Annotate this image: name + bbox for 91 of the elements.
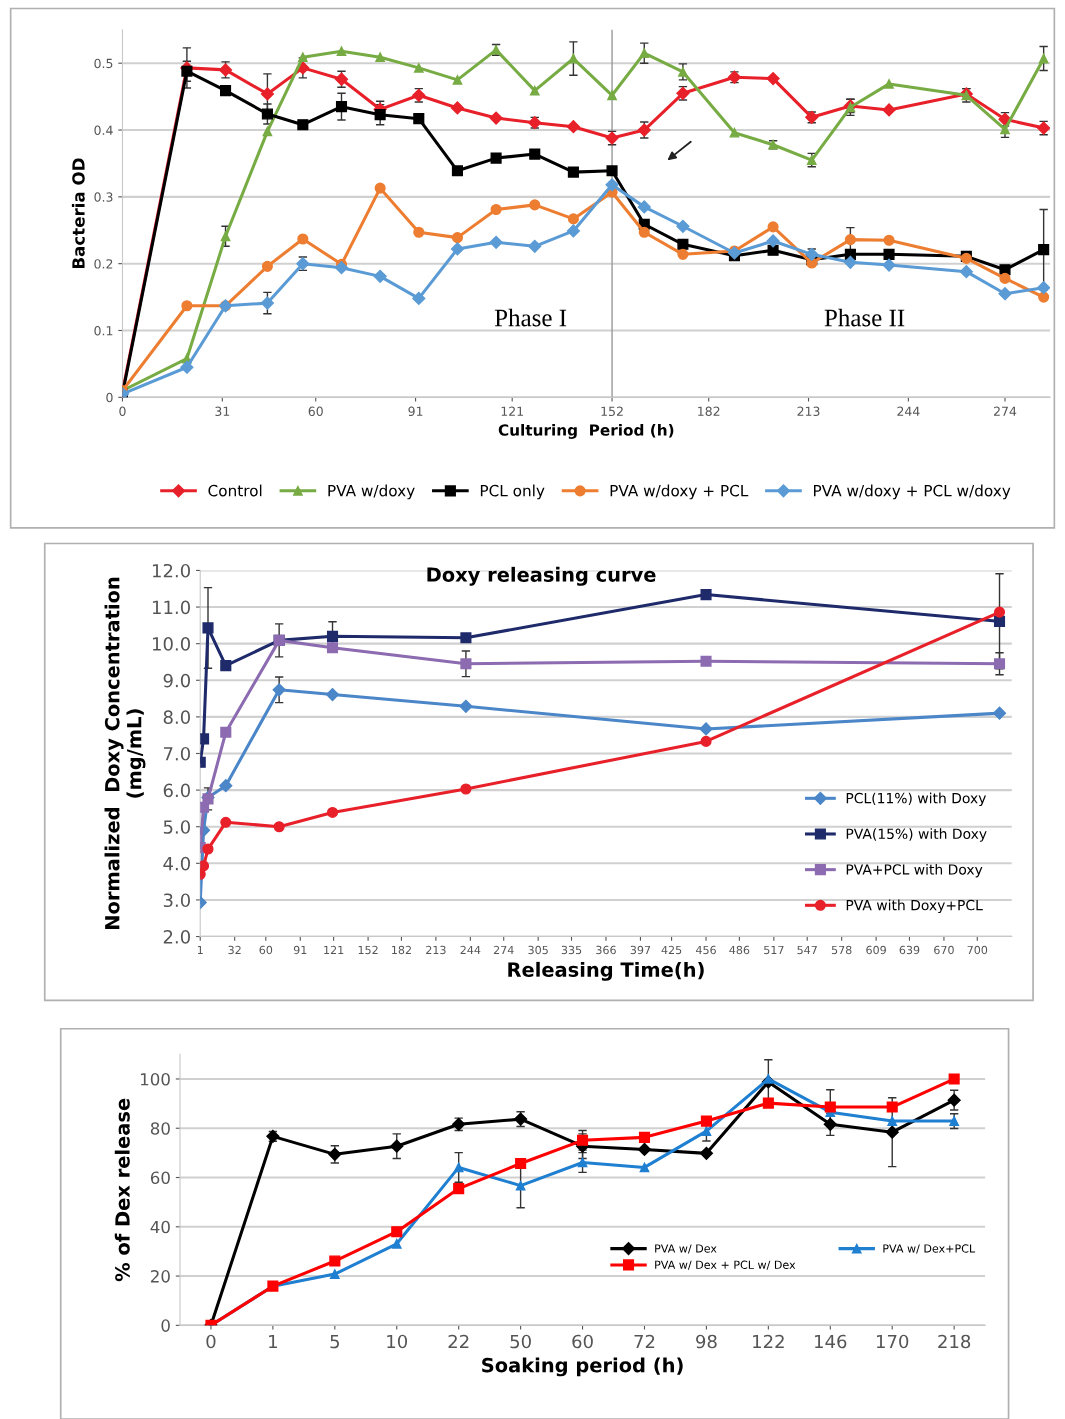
x-tick-label: 547 (797, 945, 817, 955)
y-tick-label: 80 (150, 1122, 170, 1135)
y-tick-label: 0.2 (94, 259, 113, 269)
x-tick-label: 121 (324, 945, 344, 955)
x-tick-label: 670 (934, 945, 954, 955)
x-tick-label: 32 (228, 945, 241, 955)
x-tick-label: 91 (408, 406, 423, 417)
x-tick-label: 244 (897, 406, 920, 416)
legend-label: PVA w/ Dex+PCL (883, 1244, 976, 1254)
x-tick-label: 700 (967, 945, 988, 955)
x-tick-label: 31 (215, 406, 230, 417)
x-tick-label: 213 (426, 945, 446, 955)
y-tick-label: 60 (150, 1171, 170, 1185)
y-tick-label: 10.0 (152, 637, 190, 651)
y-tick-label: 9.0 (163, 673, 190, 688)
x-tick-label: 72 (634, 1334, 655, 1349)
x-tick-label: 121 (501, 406, 523, 416)
x-tick-label: 486 (729, 945, 750, 955)
x-tick-label: 274 (993, 406, 1017, 416)
y-tick-label: 0 (161, 1319, 170, 1332)
x-tick-label: 152 (601, 406, 623, 417)
y-axis-title: Bacteria OD (71, 158, 85, 269)
x-tick-label: 425 (661, 945, 682, 955)
x-tick-label: 1 (269, 1334, 277, 1349)
legend-label: PVA w/doxy (328, 484, 415, 500)
y-axis-title: Normalized Doxy Concentration (mg/mL) (104, 577, 146, 929)
x-tick-label: 213 (797, 406, 820, 417)
y-tick-label: 0.5 (94, 58, 113, 69)
x-tick-label: 98 (696, 1334, 717, 1349)
annotation: Phase II (824, 308, 905, 327)
x-tick-label: 274 (493, 945, 514, 955)
y-tick-label: 12.0 (152, 563, 190, 578)
y-tick-label: 6.0 (163, 783, 190, 798)
legend-label: PVA with Doxy+PCL (846, 899, 983, 914)
y-tick-label: 0.3 (94, 192, 113, 202)
x-tick-label: 91 (293, 945, 307, 955)
y-tick-label: 0.4 (94, 125, 113, 135)
x-tick-label: 122 (753, 1334, 784, 1349)
x-tick-label: 0 (119, 406, 126, 417)
legend-label: PVA w/doxy + PCL w/doxy (813, 484, 1011, 500)
x-tick-label: 0 (206, 1334, 216, 1349)
x-tick-label: 182 (698, 406, 720, 417)
y-tick-label: 4.0 (163, 856, 190, 871)
x-axis-title: Releasing Time(h) (508, 961, 704, 981)
y-tick-label: 0 (106, 392, 113, 403)
y-tick-label: 0.1 (94, 325, 113, 336)
x-tick-label: 10 (387, 1334, 408, 1349)
x-tick-label: 170 (876, 1334, 909, 1349)
x-tick-label: 60 (308, 406, 323, 417)
x-tick-label: 609 (866, 945, 886, 955)
legend-label: PCL(11%) with Doxy (846, 792, 986, 807)
legend-label: PCL only (480, 484, 545, 500)
x-tick-label: 639 (899, 945, 920, 955)
chart-title: Doxy releasing curve (427, 566, 656, 586)
x-tick-label: 218 (938, 1334, 971, 1349)
y-tick-label: 40 (150, 1220, 170, 1234)
x-tick-label: 60 (259, 945, 273, 955)
x-tick-label: 60 (572, 1334, 593, 1349)
y-tick-label: 2.0 (163, 930, 190, 944)
x-tick-label: 244 (460, 945, 481, 955)
y-tick-label: 11.0 (152, 600, 190, 615)
x-tick-label: 50 (510, 1334, 531, 1349)
x-tick-label: 305 (528, 945, 548, 955)
legend-label: PVA w/doxy + PCL (610, 484, 749, 500)
x-tick-label: 366 (596, 945, 616, 955)
y-tick-label: 8.0 (163, 710, 190, 724)
x-axis-title: Soaking period (h) (482, 1357, 683, 1377)
x-tick-label: 5 (330, 1334, 339, 1349)
legend-label: PVA w/ Dex (655, 1244, 717, 1254)
x-tick-label: 152 (358, 945, 378, 955)
x-axis-title: Culturing Period (h) (498, 424, 674, 439)
legend-label: PVA(15%) with Doxy (846, 828, 987, 842)
x-tick-label: 182 (392, 945, 411, 955)
x-tick-label: 578 (831, 945, 852, 955)
x-tick-label: 397 (630, 945, 651, 955)
x-tick-label: 1 (197, 945, 203, 955)
x-tick-label: 146 (815, 1334, 847, 1349)
y-axis-title: % of Dex release (114, 1098, 130, 1282)
x-tick-label: 22 (448, 1334, 469, 1349)
y-tick-label: 20 (150, 1270, 170, 1283)
y-tick-label: 7.0 (163, 746, 190, 761)
legend-label: PVA w/ Dex + PCL w/ Dex (655, 1260, 796, 1270)
x-tick-label: 517 (764, 945, 784, 955)
y-tick-label: 5.0 (163, 820, 190, 834)
y-tick-label: 3.0 (163, 893, 190, 908)
x-tick-label: 456 (695, 945, 716, 955)
x-tick-label: 335 (561, 945, 582, 955)
legend-label: PVA+PCL with Doxy (846, 863, 983, 878)
annotation: Phase I (494, 308, 567, 327)
legend-label: Control (208, 484, 262, 497)
y-tick-label: 100 (140, 1072, 170, 1086)
